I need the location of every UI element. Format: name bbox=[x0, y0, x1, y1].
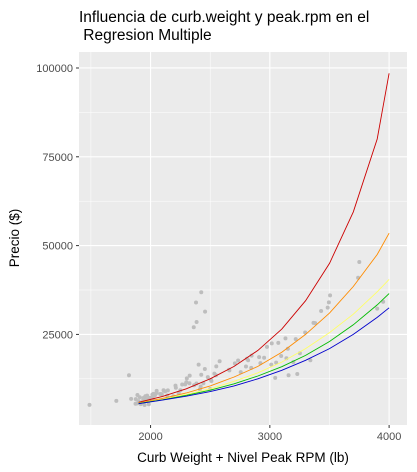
data-point bbox=[273, 375, 278, 380]
series-line bbox=[138, 232, 390, 404]
data-point bbox=[137, 395, 142, 400]
data-point bbox=[187, 381, 192, 386]
data-point bbox=[274, 360, 279, 365]
data-point bbox=[246, 358, 251, 363]
data-point bbox=[283, 336, 288, 341]
chart-title-line-2: Regresion Multiple bbox=[79, 27, 212, 44]
data-point bbox=[257, 355, 262, 360]
x-axis: 2000 3000 4000 bbox=[138, 425, 401, 443]
data-point bbox=[114, 398, 119, 403]
data-point bbox=[87, 402, 92, 407]
data-point bbox=[202, 367, 207, 372]
y-tick-label: 25000 bbox=[42, 329, 73, 341]
plot-panel bbox=[79, 52, 407, 425]
data-point bbox=[184, 376, 189, 381]
data-point bbox=[165, 388, 170, 393]
data-point bbox=[196, 362, 201, 367]
data-point bbox=[199, 290, 204, 295]
data-point bbox=[236, 358, 241, 363]
data-point bbox=[319, 308, 324, 313]
data-point bbox=[159, 392, 164, 397]
data-point bbox=[146, 402, 151, 407]
data-point bbox=[269, 341, 274, 346]
data-point bbox=[262, 355, 267, 360]
data-point bbox=[375, 306, 380, 311]
data-point bbox=[126, 373, 131, 378]
data-point bbox=[173, 385, 178, 390]
data-point bbox=[232, 361, 237, 366]
data-point bbox=[187, 373, 192, 378]
data-point bbox=[133, 397, 138, 402]
data-point bbox=[308, 358, 313, 363]
y-axis: 25000 50000 75000 100000 bbox=[36, 63, 79, 341]
data-point bbox=[217, 359, 222, 364]
data-point bbox=[238, 370, 243, 375]
data-point bbox=[129, 396, 134, 401]
data-point bbox=[357, 259, 362, 264]
series-line bbox=[138, 293, 390, 404]
data-point bbox=[154, 388, 159, 393]
data-point bbox=[243, 364, 248, 369]
data-point bbox=[180, 382, 185, 387]
series-line bbox=[138, 279, 390, 404]
y-axis-title: Precio ($) bbox=[7, 209, 22, 268]
x-tick-label: 2000 bbox=[138, 431, 162, 443]
series-line bbox=[138, 307, 390, 405]
y-tick-label: 75000 bbox=[42, 152, 73, 164]
data-point bbox=[295, 371, 300, 376]
regression-lines bbox=[138, 73, 390, 405]
series-line bbox=[138, 73, 390, 403]
y-tick-label: 100000 bbox=[36, 63, 73, 75]
data-point bbox=[198, 384, 203, 389]
data-point bbox=[191, 325, 196, 330]
data-point bbox=[264, 344, 269, 349]
data-point bbox=[328, 293, 333, 298]
data-point bbox=[279, 354, 284, 359]
data-point bbox=[214, 364, 219, 369]
data-point bbox=[269, 362, 274, 367]
x-tick-label: 4000 bbox=[377, 431, 401, 443]
data-point bbox=[142, 403, 147, 408]
x-tick-label: 3000 bbox=[258, 431, 282, 443]
data-point bbox=[194, 319, 199, 324]
data-point bbox=[286, 373, 291, 378]
data-point bbox=[249, 353, 254, 358]
data-point bbox=[203, 309, 208, 314]
data-point bbox=[199, 372, 204, 377]
data-point bbox=[313, 321, 318, 326]
data-point bbox=[184, 380, 189, 385]
data-point bbox=[325, 305, 330, 310]
data-point bbox=[209, 378, 214, 383]
data-point bbox=[293, 337, 298, 342]
data-points bbox=[87, 259, 386, 408]
data-point bbox=[205, 375, 210, 380]
data-point bbox=[276, 340, 281, 345]
data-point bbox=[285, 346, 290, 351]
grid-lines bbox=[79, 52, 407, 425]
chart-title-line-1: Influencia de curb.weight y peak.rpm en … bbox=[79, 9, 369, 26]
data-point bbox=[326, 300, 331, 305]
data-point bbox=[194, 300, 199, 305]
y-tick-label: 50000 bbox=[42, 241, 73, 253]
x-axis-title: Curb Weight + Nivel Peak RPM (lb) bbox=[137, 450, 349, 465]
